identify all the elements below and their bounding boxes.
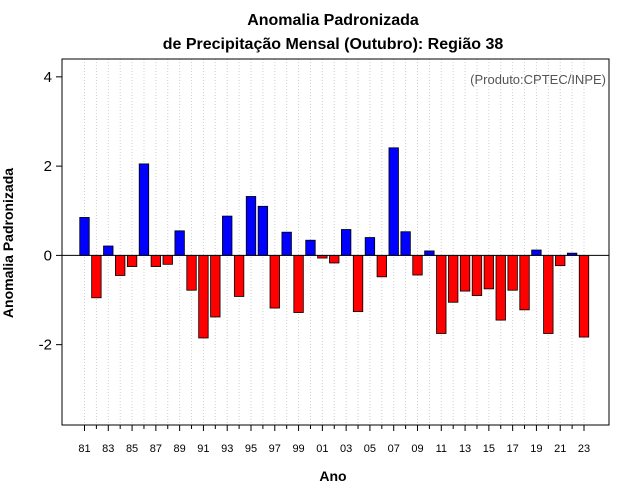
x-tick-label: 11	[436, 443, 447, 455]
bar-1984	[115, 254, 126, 276]
bar-2003	[340, 229, 352, 256]
x-tick-label: 23	[578, 443, 590, 455]
source-annotation: (Produto:CPTEC/INPE)	[470, 72, 606, 87]
bar-1995	[245, 196, 257, 256]
x-tick-label: 87	[150, 443, 162, 455]
bar-2008	[400, 231, 411, 256]
x-tick-label: 21	[554, 443, 566, 455]
y-tick-label: 2	[44, 158, 52, 175]
x-tick-label: 91	[197, 443, 209, 455]
bar-2000	[305, 239, 316, 256]
bar-2002	[329, 254, 340, 264]
x-tick-label: 85	[126, 443, 138, 455]
bar-1987	[150, 254, 162, 267]
bar-2016	[495, 254, 506, 321]
bar-1991	[198, 254, 209, 339]
bar-2005	[364, 237, 376, 256]
x-tick-label: 19	[530, 443, 542, 455]
chart-title-line-2: de Precipitação Mensal (Outubro): Região…	[163, 36, 504, 53]
bar-1985	[126, 254, 138, 267]
bar-2006	[376, 254, 387, 278]
bar-2020	[543, 254, 554, 334]
y-axis: -2 0 2 4	[39, 69, 62, 354]
bar-1982	[91, 254, 102, 299]
x-tick-label: 83	[102, 443, 114, 455]
bar-2021	[555, 254, 566, 267]
bar-1993	[222, 215, 233, 256]
bar-2007	[388, 147, 399, 256]
bar-series	[79, 147, 590, 339]
x-axis-title: Ano	[319, 468, 346, 484]
bar-1989	[174, 230, 185, 256]
bar-1994	[233, 254, 245, 297]
x-tick-label: 15	[483, 443, 495, 455]
bar-1983	[103, 245, 114, 256]
x-tick-label: 93	[221, 443, 233, 455]
bar-2011	[436, 254, 447, 334]
bar-2017	[507, 254, 518, 291]
plot-frame	[61, 58, 610, 426]
bar-2015	[483, 254, 495, 290]
bar-2018	[519, 254, 530, 311]
bar-2014	[471, 254, 483, 296]
y-tick-label: 0	[44, 247, 52, 264]
x-tick-label: 09	[411, 443, 423, 455]
chart-title-line-1: Anomalia Padronizada	[247, 12, 419, 29]
y-axis-title: Anomalia Padronizada	[0, 168, 16, 318]
bar-1999	[293, 254, 304, 313]
y-tick-label: 4	[44, 69, 52, 86]
bar-1998	[281, 231, 292, 256]
x-tick-label: 89	[174, 443, 186, 455]
x-tick-label: 95	[245, 443, 257, 455]
bar-2010	[424, 250, 435, 256]
bar-1992	[210, 254, 221, 318]
bar-1996	[257, 205, 269, 256]
bar-2023	[578, 254, 590, 338]
bar-1990	[186, 254, 197, 291]
x-tick-label: 05	[364, 443, 376, 455]
bar-2012	[448, 254, 459, 303]
x-tick-label: 99	[292, 443, 304, 455]
bar-1988	[162, 254, 173, 265]
x-tick-label: 13	[459, 443, 471, 455]
bar-2009	[412, 254, 423, 276]
bar-2019	[531, 249, 542, 256]
bar-1997	[269, 254, 280, 309]
x-tick-label: 17	[507, 443, 519, 455]
x-tick-label: 81	[78, 443, 90, 455]
x-tick-label: 03	[340, 443, 352, 455]
x-tick-label: 97	[269, 443, 281, 455]
x-axis: 81 83 85 87 89 91 93 95 97 99 01 03 05 07 09 11 13 15 17 19…	[78, 425, 590, 455]
bar-1986	[138, 163, 150, 256]
bar-1981	[79, 217, 90, 256]
x-tick-label: 07	[388, 443, 400, 455]
bar-2013	[459, 254, 471, 292]
grid-lines	[84, 59, 585, 425]
y-tick-label: -2	[39, 337, 52, 354]
bar-2004	[352, 254, 364, 313]
x-tick-label: 01	[316, 443, 328, 455]
